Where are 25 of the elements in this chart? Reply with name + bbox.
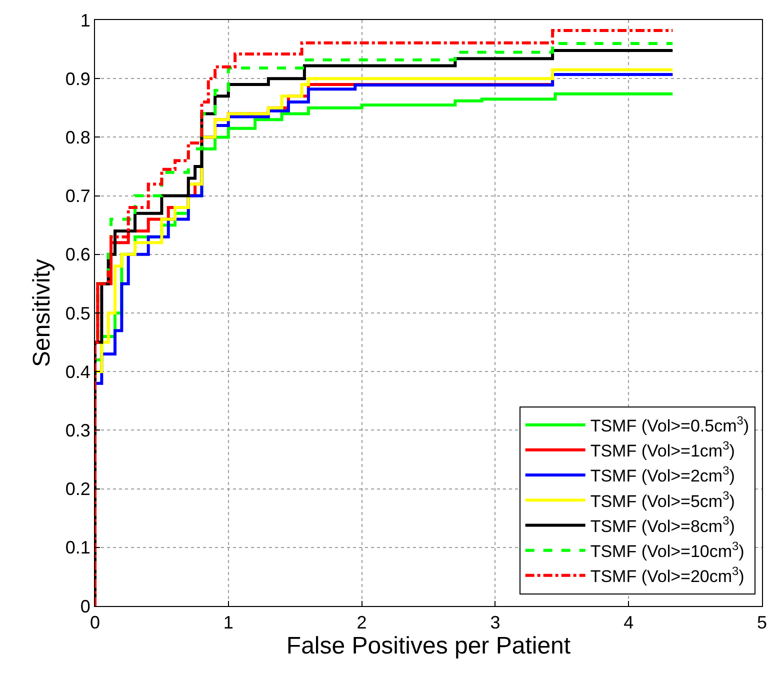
x-tick-label: 3 bbox=[490, 612, 500, 633]
legend-label: TSMF (Vol>=20cm$^{3}$) bbox=[590, 564, 744, 586]
legend-label: TSMF (Vol>=1cm$^{3}$) bbox=[590, 438, 735, 461]
y-tick-label: 0.6 bbox=[65, 244, 90, 265]
legend-label: TSMF (Vol>=10cm$^{3}$) bbox=[590, 538, 744, 561]
y-tick-label: 0.5 bbox=[65, 303, 90, 324]
legend-label: TSMF (Vol>=2cm$^{3}$) bbox=[590, 464, 735, 486]
legend-label: TSMF (Vol>=8cm$^{3}$) bbox=[590, 514, 735, 536]
y-tick-label: 0.8 bbox=[65, 128, 90, 148]
x-tick-label: 4 bbox=[624, 612, 634, 633]
y-tick-label: 0 bbox=[80, 596, 90, 616]
y-tick-label: 1 bbox=[80, 10, 90, 30]
x-axis-title: False Positives per Patient bbox=[286, 632, 571, 660]
y-tick-label: 0.4 bbox=[65, 362, 90, 382]
y-axis-title: Sensitivity bbox=[28, 258, 56, 368]
y-tick-label: 0.1 bbox=[65, 538, 90, 558]
y-tick-label: 0.3 bbox=[65, 420, 90, 440]
legend-label: TSMF (Vol>=0.5cm$^{3}$) bbox=[590, 413, 750, 436]
y-tick-label: 0.7 bbox=[65, 186, 90, 206]
legend-label: TSMF (Vol>=5cm$^{3}$) bbox=[590, 488, 735, 511]
y-tick-label: 0.9 bbox=[65, 68, 90, 89]
x-tick-label: 2 bbox=[356, 612, 367, 633]
y-tick-label: 0.2 bbox=[65, 479, 90, 500]
x-tick-label: 1 bbox=[223, 612, 234, 633]
x-tick-label: 5 bbox=[756, 612, 768, 633]
